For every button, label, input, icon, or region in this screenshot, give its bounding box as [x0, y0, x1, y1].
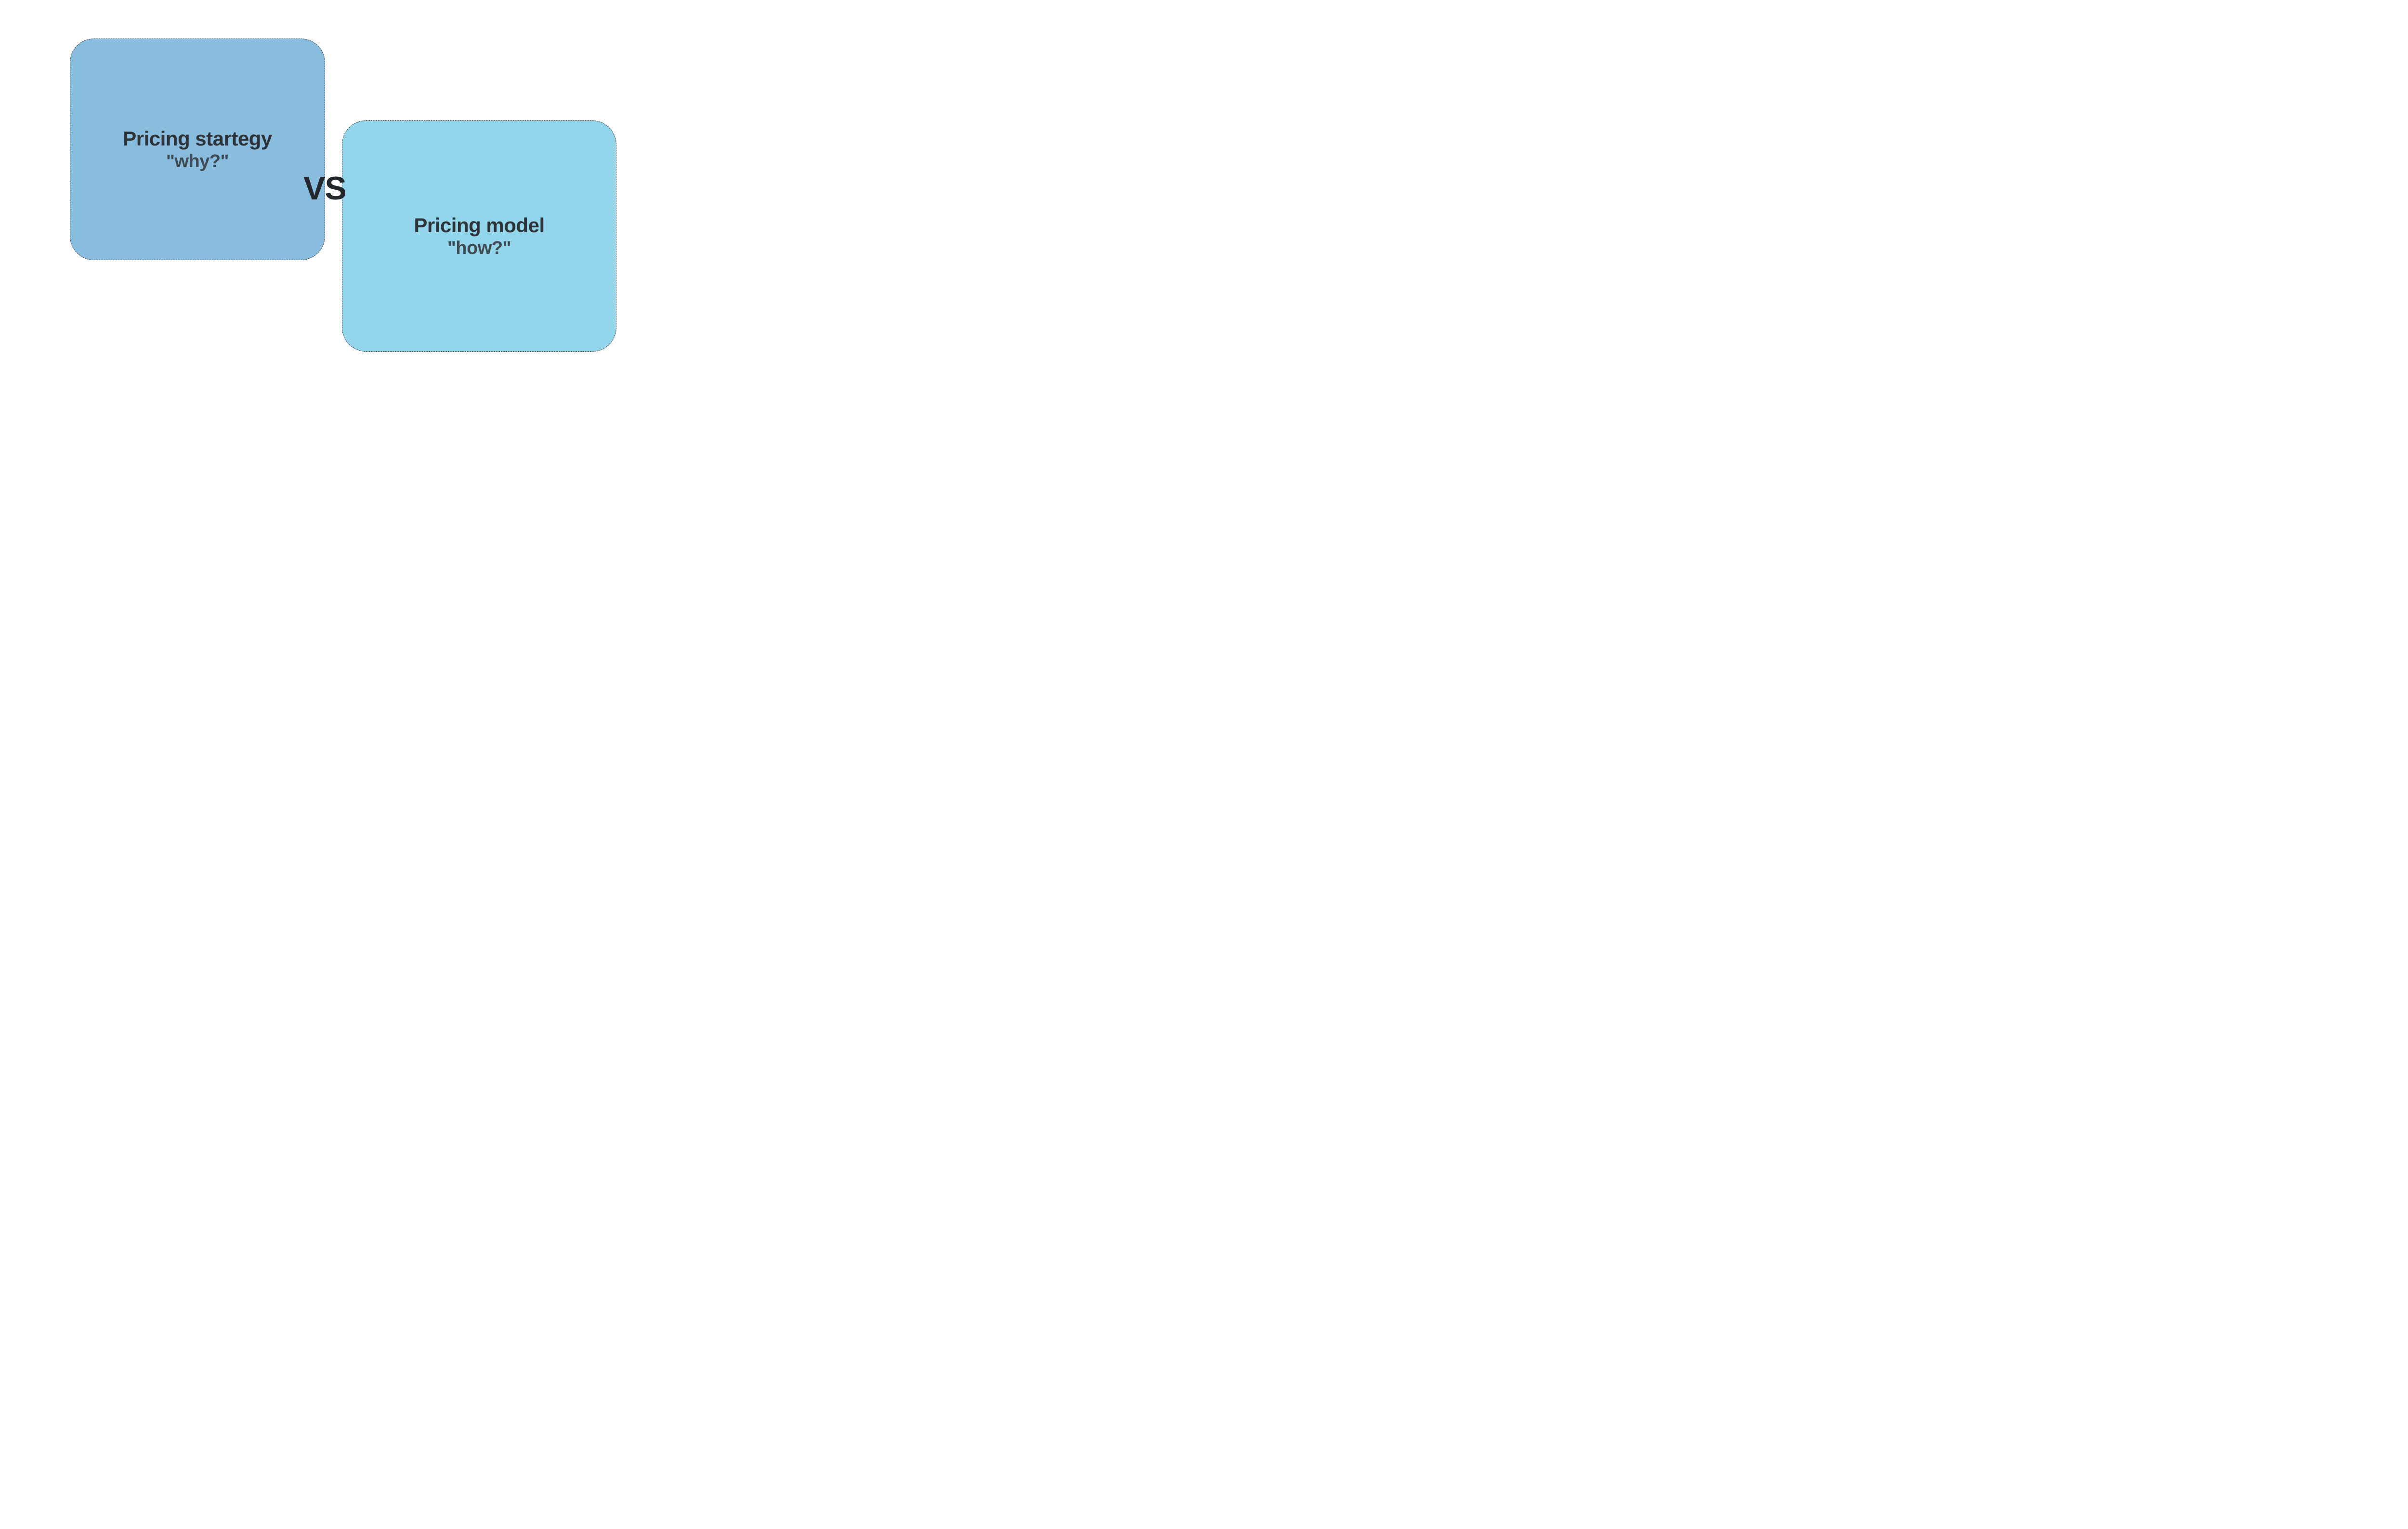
model-box: Pricing model "how?": [342, 120, 616, 352]
strategy-title: Pricing startegy: [123, 127, 272, 150]
strategy-box: Pricing startegy "why?": [70, 39, 325, 260]
model-title: Pricing model: [414, 214, 544, 237]
model-subtitle: "how?": [447, 238, 511, 259]
strategy-subtitle: "why?": [166, 151, 229, 172]
vs-connector-label: VS: [303, 170, 346, 207]
